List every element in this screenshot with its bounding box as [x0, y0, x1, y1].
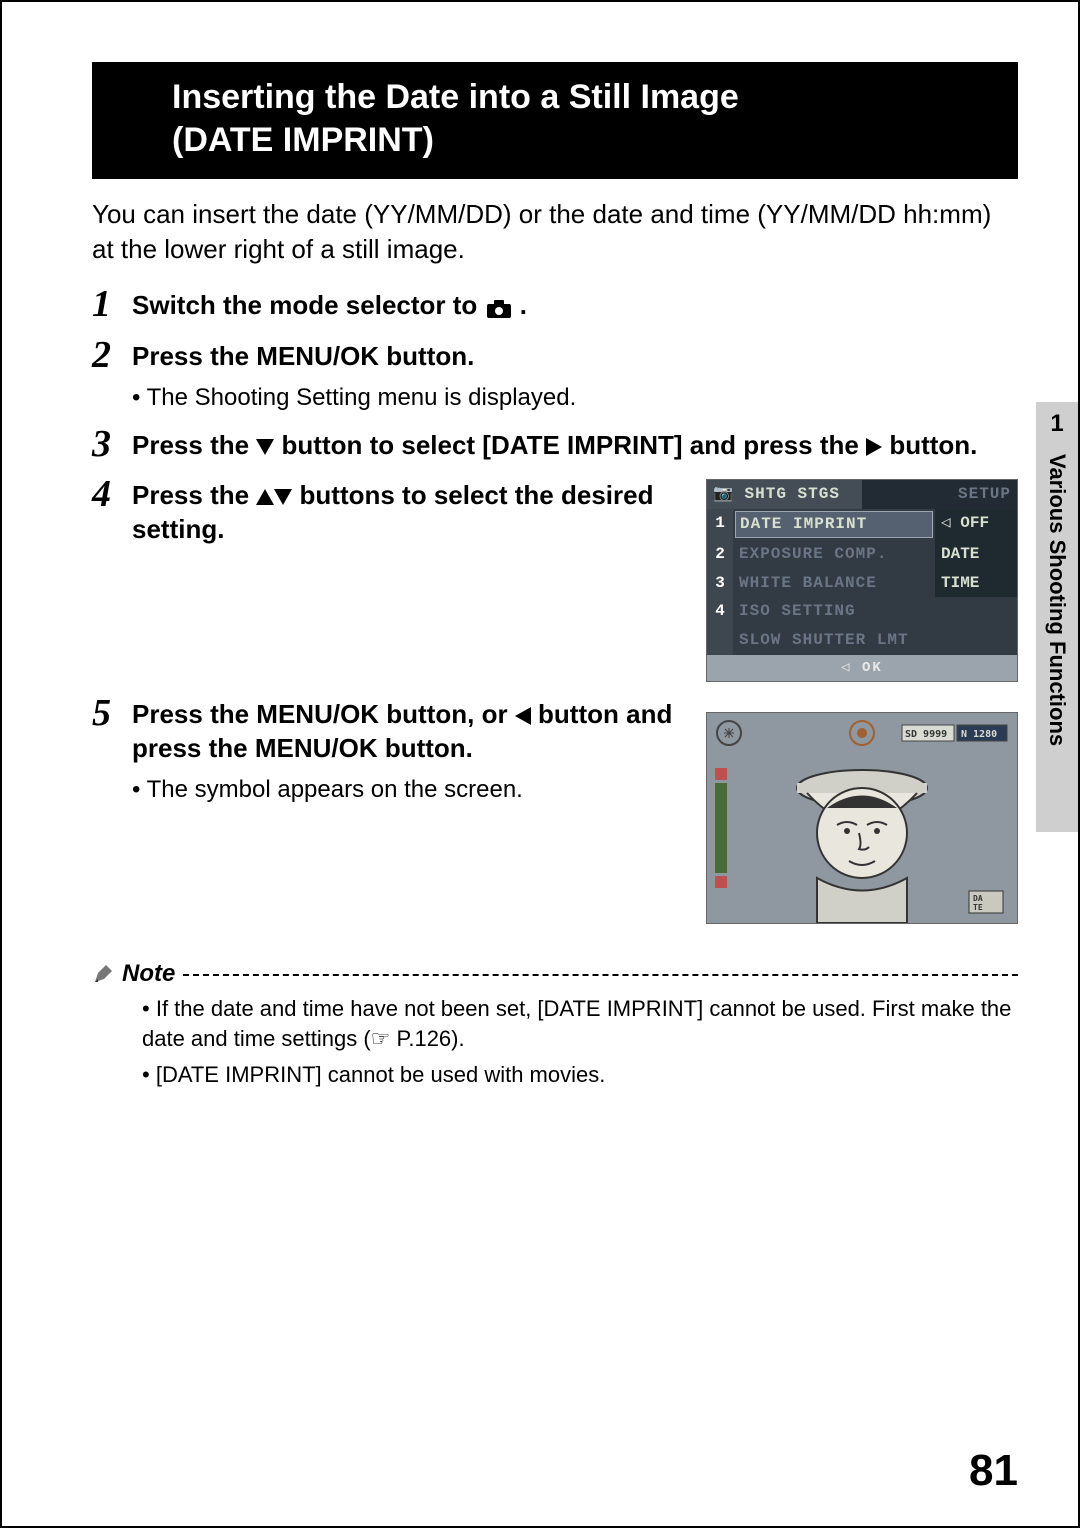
step-sub: The symbol appears on the screen. — [132, 774, 686, 805]
menu-row-num: 3 — [707, 569, 733, 598]
step-number: 1 — [92, 285, 132, 323]
section-title: Inserting the Date into a Still Image (D… — [92, 62, 1018, 179]
left-triangle-icon — [515, 699, 531, 729]
step-text-a: Press the MENU/OK button, or — [132, 699, 515, 729]
menu-row-label: WHITE BALANCE — [733, 569, 935, 598]
camera-mode-icon — [485, 290, 513, 324]
menu-row: 4ISO SETTING — [707, 597, 1017, 626]
step-text-a: Press the — [132, 480, 256, 510]
menu-row-value: ◁ OFF — [935, 509, 1017, 540]
menu-row-num: 1 — [707, 509, 733, 540]
note-list: If the date and time have not been set, … — [92, 994, 1018, 1089]
tab-setup: SETUP — [862, 480, 1017, 509]
step-text-b: . — [520, 290, 527, 320]
menu-row-num: 2 — [707, 540, 733, 569]
step-body: Press the MENU/OK button, or button and … — [132, 698, 1018, 924]
title-line-1: Inserting the Date into a Still Image — [172, 76, 998, 119]
step-text: Press the MENU/OK button. — [132, 341, 474, 371]
step-5: 5 Press the MENU/OK button, or button an… — [92, 698, 1018, 924]
up-triangle-icon — [256, 480, 274, 510]
step-body: Press the button to select [DATE IMPRINT… — [132, 429, 1018, 463]
chapter-number: 1 — [1036, 402, 1078, 446]
step-body: Press the MENU/OK button. The Shooting S… — [132, 340, 1018, 413]
note-block: Note If the date and time have not been … — [92, 960, 1018, 1089]
manual-page: Inserting the Date into a Still Image (D… — [0, 0, 1080, 1528]
menu-row-label: SLOW SHUTTER LMT — [733, 626, 1017, 655]
side-tab: 1 Various Shooting Functions — [1036, 402, 1078, 832]
camera-menu-screen: 📷 SHTG STGS SETUP 1DATE IMPRINT◁ OFF2EXP… — [706, 479, 1018, 682]
step-number: 2 — [92, 336, 132, 374]
step-text-a: Press the — [132, 430, 256, 460]
step-1: 1 Switch the mode selector to . — [92, 289, 1018, 324]
intro-text: You can insert the date (YY/MM/DD) or th… — [92, 197, 1018, 267]
step-3: 3 Press the button to select [DATE IMPRI… — [92, 429, 1018, 463]
note-header: Note — [92, 960, 1018, 988]
right-triangle-icon — [866, 430, 882, 460]
step-number: 4 — [92, 475, 132, 513]
menu-row-num: 4 — [707, 597, 733, 626]
svg-text:DA: DA — [973, 894, 983, 903]
title-line-2: (DATE IMPRINT) — [172, 119, 998, 162]
step-2: 2 Press the MENU/OK button. The Shooting… — [92, 340, 1018, 413]
menu-row-label: ISO SETTING — [733, 597, 1017, 626]
note-item: If the date and time have not been set, … — [142, 994, 1018, 1053]
chapter-label: Various Shooting Functions — [1044, 446, 1070, 746]
step-number: 5 — [92, 694, 132, 732]
menu-row-label: DATE IMPRINT — [735, 511, 933, 538]
camera-icon: 📷 — [713, 485, 734, 503]
note-label: Note — [122, 960, 175, 988]
pencil-icon — [92, 962, 116, 986]
down-triangle-icon — [256, 430, 274, 460]
svg-text:N 1280: N 1280 — [961, 729, 997, 740]
svg-text:TE: TE — [973, 903, 983, 912]
step-text-b: button to select [DATE IMPRINT] and pres… — [282, 430, 867, 460]
note-item: [DATE IMPRINT] cannot be used with movie… — [142, 1060, 1018, 1090]
menu-row-label: EXPOSURE COMP. — [733, 540, 935, 569]
tab-shtg: 📷 SHTG STGS — [707, 480, 862, 509]
step-number: 3 — [92, 425, 132, 463]
note-dash — [183, 973, 1018, 976]
page-number: 81 — [969, 1446, 1018, 1496]
step-text-a: Switch the mode selector to — [132, 290, 485, 320]
menu-row: 2EXPOSURE COMP.DATE — [707, 540, 1017, 569]
lcd-footer: ◁ OK — [707, 655, 1017, 681]
menu-row-value: TIME — [935, 569, 1017, 598]
down-triangle-icon — [274, 480, 292, 510]
svg-text:SD 9999: SD 9999 — [905, 729, 947, 740]
steps-list: 1 Switch the mode selector to . 2 Press … — [92, 289, 1018, 924]
menu-row: 3WHITE BALANCETIME — [707, 569, 1017, 598]
menu-row-value: DATE — [935, 540, 1017, 569]
menu-row-num — [707, 626, 733, 655]
camera-preview-screen: SD 9999 N 1280 — [706, 712, 1018, 924]
step-4: 4 Press the buttons to select the desire… — [92, 479, 1018, 682]
step-text-c: button. — [889, 430, 977, 460]
menu-row: 1DATE IMPRINT◁ OFF — [707, 509, 1017, 540]
menu-row: SLOW SHUTTER LMT — [707, 626, 1017, 655]
step-body: Press the buttons to select the desired … — [132, 479, 1018, 682]
step-sub: The Shooting Setting menu is displayed. — [132, 382, 1018, 413]
step-body: Switch the mode selector to . — [132, 289, 1018, 324]
